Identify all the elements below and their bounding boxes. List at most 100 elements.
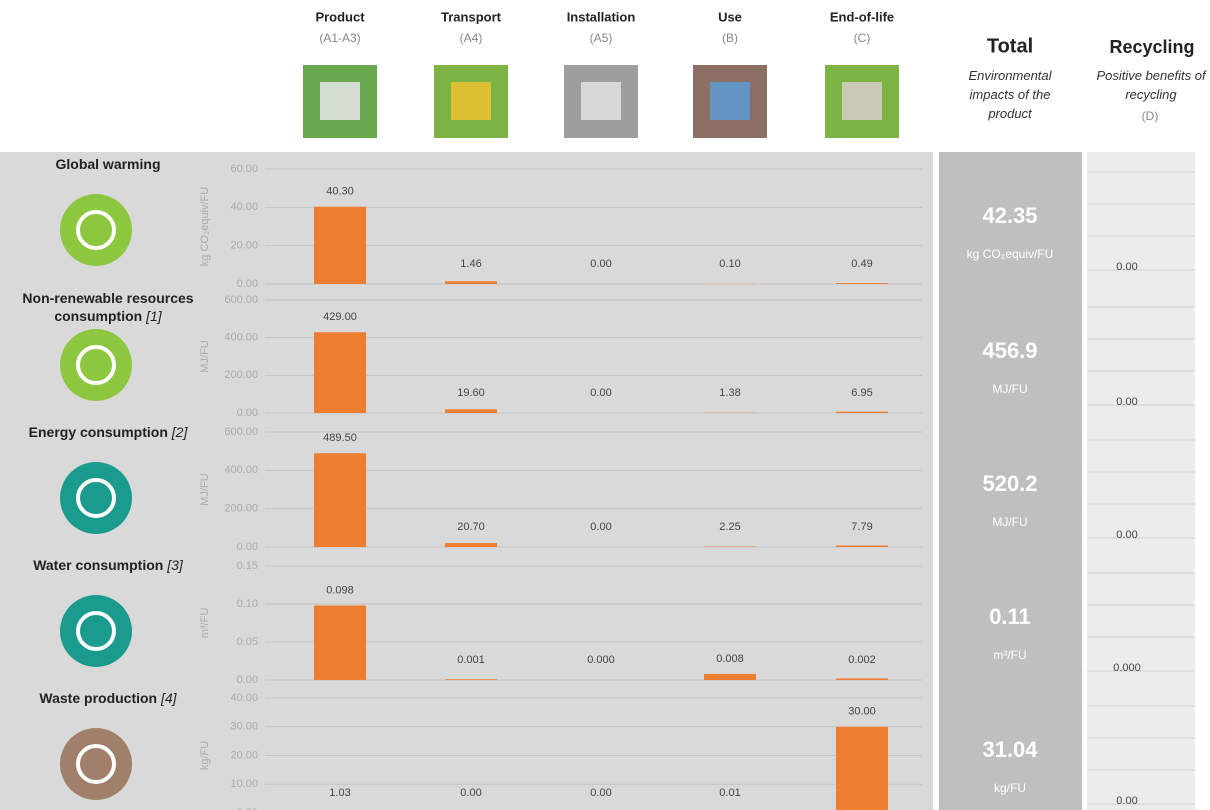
stage-code: (B) <box>722 31 738 45</box>
value-label: 40.30 <box>326 186 354 198</box>
total-value: 520.2 <box>982 471 1037 496</box>
total-unit: kg/FU <box>994 781 1026 795</box>
value-label: 0.49 <box>851 258 872 270</box>
value-label: 0.000 <box>587 654 615 666</box>
row-icon <box>60 462 132 534</box>
bar <box>445 281 497 284</box>
row-icon <box>60 595 132 667</box>
stage-name: Transport <box>441 9 502 24</box>
row-title: Waste production [4] <box>10 689 206 707</box>
value-label: 19.60 <box>457 387 485 399</box>
y-axis-label: kg/FU <box>199 741 211 770</box>
bar <box>445 409 497 413</box>
y-axis-label: MJ/FU <box>199 473 211 505</box>
y-tick-label: 0.00 <box>237 407 258 419</box>
row-title: Water consumption [3] <box>10 556 206 574</box>
recycling-code: (D) <box>1142 109 1159 123</box>
stage-name: Product <box>315 9 365 24</box>
row-note: [4] <box>161 690 177 706</box>
stage-image-detail <box>451 82 491 120</box>
y-tick-label: 30.00 <box>230 721 258 733</box>
total-unit: MJ/FU <box>992 382 1027 396</box>
stage-image-detail <box>842 82 882 120</box>
total-unit: kg CO₂equiv/FU <box>967 247 1054 261</box>
value-label: 20.70 <box>457 521 485 533</box>
value-label: 0.008 <box>716 653 744 665</box>
total-unit: m³/FU <box>993 648 1026 662</box>
recycling-title: Recycling <box>1109 37 1194 57</box>
row-note: [3] <box>167 557 183 573</box>
y-tick-label: 20.00 <box>230 240 258 252</box>
stage-image-detail <box>710 82 750 120</box>
stage-name: End-of-life <box>830 9 894 24</box>
bar <box>314 453 366 547</box>
recycling-subtitle: Positive benefits of recycling <box>1092 66 1210 104</box>
recycling-value: 0.00 <box>1116 261 1137 273</box>
recycling-panel <box>1087 152 1195 810</box>
total-title: Total <box>987 35 1033 57</box>
bar <box>445 679 497 680</box>
value-label: 0.002 <box>848 654 876 666</box>
row-title: Global warming <box>10 155 206 173</box>
row-title-text: Global warming <box>55 156 160 172</box>
y-axis-label: MJ/FU <box>199 340 211 372</box>
stage-name: Use <box>718 9 742 24</box>
recycling-value: 0.00 <box>1116 795 1137 807</box>
bar <box>836 727 888 810</box>
stage-code: (C) <box>854 31 871 45</box>
total-value: 31.04 <box>982 737 1038 762</box>
bar <box>836 412 888 413</box>
row-icon <box>60 329 132 401</box>
value-label: 489.50 <box>323 432 357 444</box>
value-label: 6.95 <box>851 387 872 399</box>
bar <box>314 207 366 284</box>
stage-image-detail <box>320 82 360 120</box>
stage-code: (A1-A3) <box>319 31 360 45</box>
row-title-text: Water consumption <box>33 557 163 573</box>
stage-image-detail <box>581 82 621 120</box>
value-label: 0.001 <box>457 654 485 666</box>
y-axis-label: kg CO₂equiv/FU <box>199 187 211 267</box>
bar <box>704 674 756 680</box>
value-label: 7.79 <box>851 521 872 533</box>
row-icon <box>60 194 132 266</box>
y-tick-label: 60.00 <box>230 163 258 175</box>
value-label: 1.46 <box>460 258 481 270</box>
bar <box>314 332 366 413</box>
value-label: 0.01 <box>719 787 740 799</box>
value-label: 429.00 <box>323 311 357 323</box>
panel <box>0 152 933 810</box>
value-label: 30.00 <box>848 706 876 718</box>
y-tick-label: 400.00 <box>224 464 258 476</box>
y-axis-label: m³/FU <box>199 608 211 639</box>
value-label: 0.00 <box>590 258 611 270</box>
recycling-value: 0.000 <box>1113 662 1141 674</box>
row-title: Non-renewable resources consumption [1] <box>10 289 206 325</box>
value-label: 1.38 <box>719 387 740 399</box>
recycling-value: 0.00 <box>1116 396 1137 408</box>
y-tick-label: 20.00 <box>230 749 258 761</box>
y-tick-label: 40.00 <box>230 692 258 704</box>
page: Total Recycling (D) Product (A1-A3) Transp… <box>0 0 1210 810</box>
y-tick-label: 0.05 <box>237 636 258 648</box>
value-label: 1.03 <box>329 787 350 799</box>
total-unit: MJ/FU <box>992 515 1027 529</box>
bar <box>445 543 497 547</box>
row-title-text: Energy consumption <box>29 424 168 440</box>
y-tick-label: 40.00 <box>230 201 258 213</box>
value-label: 0.098 <box>326 584 354 596</box>
row-title-text: Non-renewable resources consumption <box>22 290 193 324</box>
bar <box>836 283 888 284</box>
bar <box>836 546 888 547</box>
y-tick-label: 0.00 <box>237 674 258 686</box>
row-title-text: Waste production <box>39 690 157 706</box>
y-tick-label: 600.00 <box>224 426 258 438</box>
y-tick-label: 10.00 <box>230 778 258 790</box>
row-note: [1] <box>146 308 162 324</box>
value-label: 0.00 <box>590 787 611 799</box>
y-tick-label: 600.00 <box>224 294 258 306</box>
row-icon <box>60 728 132 800</box>
row-title: Energy consumption [2] <box>10 423 206 441</box>
row-note: [2] <box>172 424 188 440</box>
value-label: 0.00 <box>590 521 611 533</box>
